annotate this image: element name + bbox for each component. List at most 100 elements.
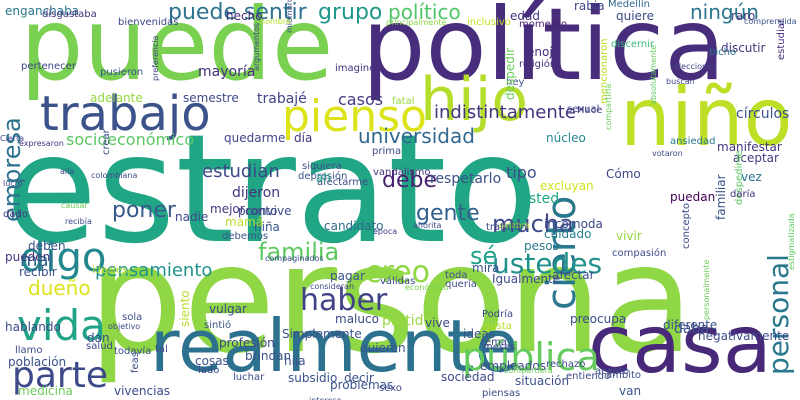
cloud-word: brindan [245,349,292,363]
cloud-word: piensas [482,388,521,399]
cloud-word: daba [674,321,709,337]
cloud-word: pertenecer [21,61,76,72]
cloud-word: discutir [721,41,766,55]
cloud-word: sociedad [441,370,495,384]
cloud-word: gente [416,201,480,226]
cloud-word: Igualmente [492,272,561,286]
cloud-word: maluco [335,312,379,326]
cloud-word: meses [483,342,516,353]
cloud-word: puede sentir [168,0,307,25]
cloud-word: ustedes [492,247,603,280]
cloud-word: hecho [226,9,263,23]
cloud-word: objetivo [108,322,141,331]
cloud-word: compartiera [504,366,553,375]
cloud-word: ah [316,171,331,185]
cloud-word: acepto [595,366,630,377]
cloud-word: época [373,227,398,236]
cloud-word: hija [284,354,306,368]
cloud-word: afectarme [317,177,369,188]
cloud-word: religión [519,59,557,70]
cloud-word: puede [20,0,334,103]
cloud-word: sé [470,242,498,270]
cloud-word: sexual [567,104,600,115]
cloud-word: cosas [195,354,229,368]
cloud-word: cuidado [544,227,592,241]
cloud-word: pronto [238,204,278,218]
cloud-word: quiere [616,9,654,23]
cloud-word: personal [762,254,795,375]
cloud-word: rechazo [546,359,586,370]
cloud-word: prima [372,146,402,157]
cloud-word: excluyan [540,179,594,193]
cloud-word: mal [20,250,54,271]
cloud-word: parte [12,355,108,396]
cloud-word: colombiana [91,171,138,180]
cloud-word: tal [155,344,168,355]
cloud-word: quería [445,279,477,290]
cloud-word: digo [20,235,107,281]
cloud-word: quedarme [224,131,286,145]
cloud-word: quieren [360,341,406,355]
cloud-word: dijeron [232,185,281,201]
cloud-word: incomoda [544,217,603,231]
cloud-word: diferente [663,318,718,332]
cloud-word: núcleo [546,131,586,145]
cloud-word: sintió [204,320,232,331]
cloud-word: enojo [527,45,561,59]
cloud-word: vida [17,301,106,350]
cloud-word: disgustaba [42,9,97,20]
cloud-word: debemos [222,231,269,242]
cloud-word: familia [258,238,340,266]
cloud-word: trabajé [257,91,307,107]
cloud-word: Cómo [606,167,641,181]
cloud-word: gusta [484,321,512,332]
cloud-word: preferencia [151,35,160,81]
cloud-word: trabajo [40,86,211,142]
cloud-word: haber [300,283,388,318]
cloud-word: debe [382,168,437,193]
cloud-word: Simplemente [282,327,362,341]
cloud-word: pensamiento [95,260,213,281]
cloud-word: pueden [5,250,51,264]
cloud-word: estudiar [776,19,787,60]
cloud-word: lado [198,365,220,376]
cloud-word: daría [730,189,756,200]
cloud-word: sola [122,312,143,323]
cloud-word: van [619,384,642,398]
cloud-word: afectar [552,268,595,282]
cloud-word: votaron [652,149,683,158]
cloud-word: Hace [577,105,603,116]
cloud-word: rabia [574,0,605,13]
cloud-word: discernir [611,39,655,50]
cloud-word: compartirla [604,83,613,130]
cloud-word: hijo [420,65,529,135]
cloud-word: casos [338,90,384,109]
cloud-word: principalmente [386,18,447,27]
cloud-word: toda [445,270,468,281]
cloud-word: absolutamente [649,44,658,105]
cloud-word: preocupa [570,312,627,326]
cloud-word: bienvenidas [118,17,179,28]
cloud-word: dueño [28,276,91,300]
cloud-word: vivencias [114,384,171,398]
cloud-word: convive [245,204,292,218]
cloud-word: pagar [330,269,365,283]
cloud-word: compaginados [265,254,324,263]
cloud-word: usted [520,191,560,207]
cloud-word: realmente [150,304,520,388]
cloud-word: pública [462,335,600,379]
cloud-word: sexo [379,383,402,394]
cloud-word: personalmente [702,259,711,320]
cloud-word: día [294,131,313,145]
cloud-word: mucha [492,210,574,238]
cloud-word: dado [3,209,28,220]
cloud-word: luchar [233,372,265,383]
cloud-word: tema [481,337,507,348]
cloud-word: respetarlo [430,171,502,187]
cloud-word: palabra [499,221,530,230]
cloud-word: feas [130,351,141,373]
cloud-word: enganchaba [5,4,80,18]
cloud-word: válidas [380,276,416,287]
cloud-word: ámbito [606,370,642,381]
